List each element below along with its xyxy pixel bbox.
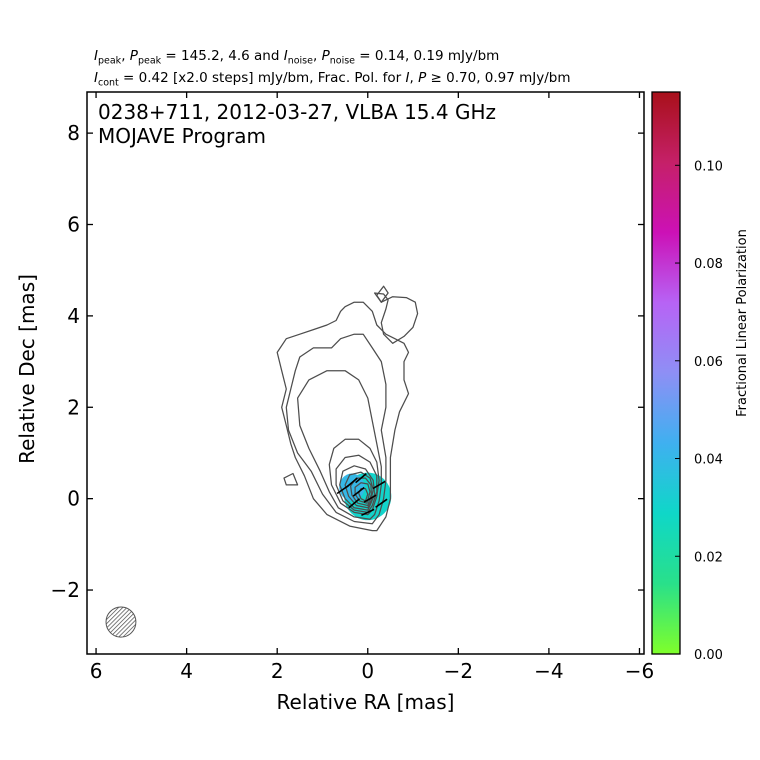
contour-9	[358, 487, 369, 502]
header-line-1: Ipeak, Ppeak = 145.2, 4.6 and Inoise, Pn…	[94, 48, 500, 67]
evpa-tick-1	[346, 477, 358, 488]
y-axis-label: Relative Dec [mas]	[15, 274, 39, 464]
contour-3	[328, 438, 380, 516]
contour-10	[373, 292, 419, 344]
pnoise-subscript: noise	[329, 55, 356, 67]
evpa-tick-4	[363, 494, 377, 503]
beam-ellipse	[105, 606, 137, 638]
y-tick-label-1: 0	[67, 487, 80, 511]
x-tick-label-2: 2	[271, 659, 284, 683]
evpa-tick-8	[348, 498, 361, 509]
icont-symbol: I	[94, 70, 98, 86]
contour-1	[285, 333, 387, 525]
x-tick-label-4: −2	[444, 659, 473, 683]
contour-6	[344, 471, 374, 509]
colorbar: 0.00 0.02 0.04 0.06 0.08 0.10 Fractional Linea…	[651, 91, 750, 663]
x-tick-label-1: 4	[180, 659, 193, 683]
evpa-tick-2	[352, 486, 365, 497]
noise-values: = 0.14, 0.19 mJy/bm	[355, 48, 500, 64]
colorbar-tick-label-5: 0.10	[694, 159, 723, 174]
icont-subscript: cont	[97, 77, 119, 89]
ppeak-subscript: peak	[137, 55, 162, 67]
colorbar-tick-label-4: 0.08	[694, 257, 723, 272]
title-line-0: 0238+711, 2012-03-27, VLBA 15.4 GHz	[98, 100, 496, 124]
ppeak-symbol: P	[129, 48, 138, 64]
ipeak-symbol: I	[94, 48, 98, 64]
contour-layer	[276, 285, 419, 532]
x-tick-label-6: −6	[625, 659, 654, 683]
inoise-subscript: noise	[287, 55, 313, 67]
contour-4	[335, 454, 378, 514]
contour-5	[339, 465, 376, 511]
evpa-tick-7	[375, 498, 388, 508]
evpa-tick-3	[355, 472, 367, 484]
colorbar-gradient	[651, 91, 681, 655]
y-tick-label-4: 6	[67, 213, 80, 237]
y-tick-label-2: 2	[67, 395, 80, 419]
ipeak-subscript: peak	[97, 55, 122, 67]
contour-11	[376, 285, 389, 303]
y-tick-label-0: −2	[51, 578, 80, 602]
y-tick-label-3: 4	[67, 304, 80, 328]
colorbar-tick-label-2: 0.04	[694, 453, 723, 468]
peak-values: = 145.2, 4.6 and	[161, 48, 284, 64]
header-line-2: Icont = 0.42 [x2.0 steps] mJy/bm, Frac. …	[94, 70, 571, 89]
inoise-symbol: I	[283, 48, 288, 64]
pnoise-symbol: P	[321, 48, 330, 64]
plot-frame	[86, 91, 645, 655]
threshold-text: ≥ 0.70, 0.97 mJy/bm	[426, 70, 571, 86]
axes-layer: 6 4 2 0 −2 −4 −6 −2 0 2 4 6 8 Relative RA [mas] Relati…	[15, 91, 654, 714]
x-axis-label: Relative RA [mas]	[277, 690, 455, 714]
contour-12	[283, 472, 299, 486]
x-tick-label-5: −4	[534, 659, 563, 683]
colorbar-tick-label-1: 0.02	[694, 550, 723, 565]
colorbar-tick-label-0: 0.00	[694, 648, 723, 663]
contour-2	[296, 370, 382, 520]
beam-layer	[105, 606, 137, 638]
i-symbol: I	[405, 70, 410, 86]
x-tick-label-0: 6	[90, 659, 103, 683]
y-tick-label-5: 8	[67, 121, 80, 145]
contour-0	[276, 301, 410, 532]
colorbar-tick-label-3: 0.06	[694, 355, 723, 370]
x-tick-label-3: 0	[361, 659, 374, 683]
evpa-tick-6	[361, 508, 375, 517]
evpa-tick-5	[372, 480, 386, 490]
p-symbol: P	[418, 70, 427, 86]
cont-text: = 0.42 [x2.0 steps] mJy/bm, Frac. Pol. f…	[118, 70, 406, 86]
evpa-layer	[336, 472, 388, 517]
title-line-1: MOJAVE Program	[98, 124, 266, 148]
colorbar-label: Fractional Linear Polarization	[735, 229, 750, 417]
